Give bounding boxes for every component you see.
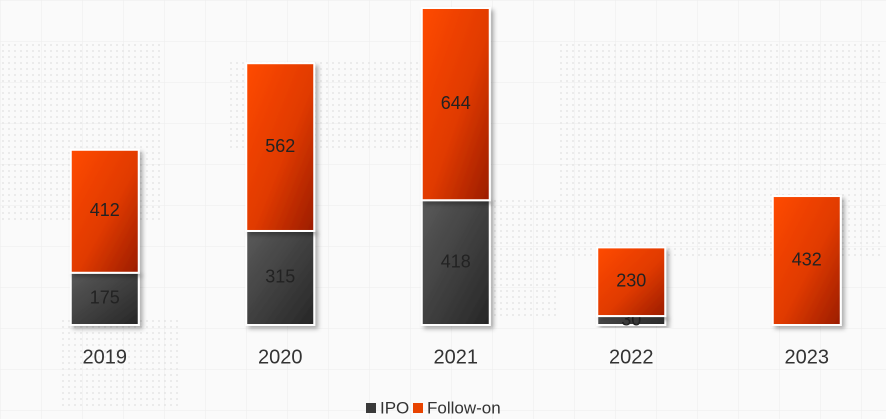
data-label: 418: [441, 251, 471, 271]
bar-segment: [596, 246, 667, 318]
data-label: 230: [616, 270, 646, 290]
bar-segment: [420, 6, 491, 202]
bar-segment: [245, 62, 316, 232]
x-tick-label: 2020: [258, 346, 303, 368]
data-label: 562: [265, 136, 295, 156]
data-label: 175: [90, 288, 120, 308]
bar-segment: [420, 199, 491, 327]
data-label: 412: [90, 200, 120, 220]
bar-segment: [771, 195, 842, 326]
legend-swatch: [413, 403, 423, 413]
legend-swatch: [366, 403, 376, 413]
legend-label: IPO: [380, 398, 409, 417]
bar-segment: [69, 148, 140, 274]
data-label: 644: [441, 93, 471, 113]
background-map: [0, 40, 880, 410]
x-tick-label: 2022: [609, 346, 654, 368]
legend-label: Follow-on: [427, 398, 501, 417]
data-label: 315: [265, 267, 295, 287]
data-label: 432: [792, 249, 822, 269]
x-tick-label: 2023: [785, 346, 830, 368]
x-tick-label: 2019: [83, 346, 128, 368]
x-tick-label: 2021: [434, 346, 479, 368]
bar-segment: [245, 229, 316, 326]
